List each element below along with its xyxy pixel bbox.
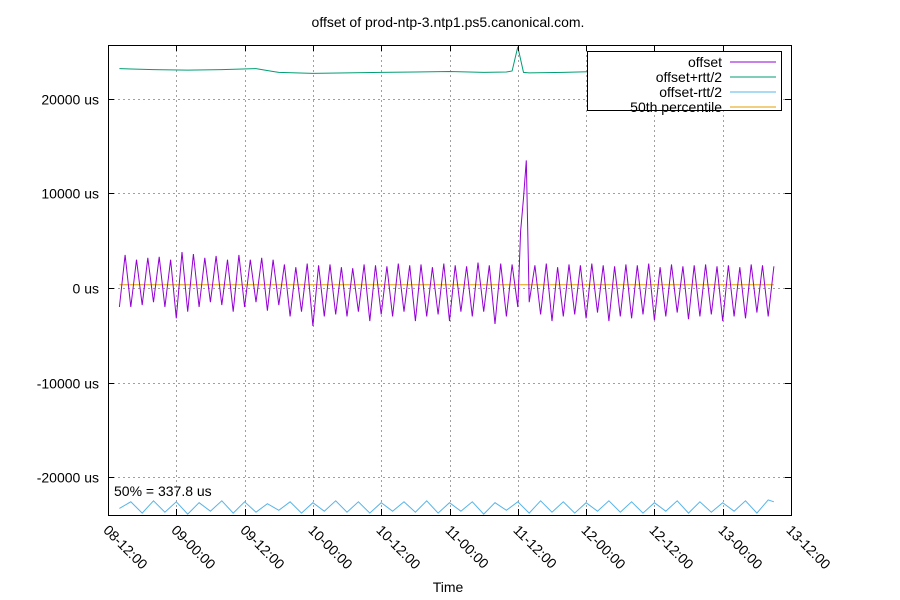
x-tick-label: 10-12:00 xyxy=(373,522,424,573)
x-tick-label: 09-12:00 xyxy=(237,522,288,573)
y-tick-label: 0 us xyxy=(73,281,99,297)
x-tick-label: 13-12:00 xyxy=(783,522,834,573)
x-tick-label: 08-12:00 xyxy=(100,522,151,573)
legend-label: offset-rtt/2 xyxy=(659,84,722,100)
series-layer xyxy=(118,46,775,515)
x-tick-label: 10-00:00 xyxy=(305,522,356,573)
y-tick-label: 10000 us xyxy=(41,186,99,202)
y-axis-ticks: 20000 us 10000 us 0 us -10000 us -20000 us xyxy=(37,92,791,486)
legend-label: 50th percentile xyxy=(630,99,722,115)
legend-box xyxy=(587,51,782,111)
x-axis-label: Time xyxy=(433,579,464,595)
y-tick-label: 20000 us xyxy=(41,92,99,108)
y-tick-label: -10000 us xyxy=(37,376,99,392)
chart-title: offset of prod-ntp-3.ntp1.ps5.canonical.… xyxy=(312,14,585,30)
median-annotation: 50% = 337.8 us xyxy=(114,483,212,499)
grid xyxy=(108,45,791,515)
x-tick-label: 11-00:00 xyxy=(442,522,492,572)
series-line-offset xyxy=(118,160,775,326)
x-tick-label: 11-12:00 xyxy=(510,522,560,572)
x-tick-label: 13-00:00 xyxy=(715,522,766,573)
x-tick-label: 12-12:00 xyxy=(646,522,697,573)
y-tick-label: -20000 us xyxy=(37,470,99,486)
x-tick-label: 12-00:00 xyxy=(578,522,629,573)
legend-label: offset+rtt/2 xyxy=(656,69,722,85)
x-tick-label: 09-00:00 xyxy=(168,522,219,573)
legend-label: offset xyxy=(688,54,722,70)
series-line-offset-rtt-2 xyxy=(119,499,775,515)
